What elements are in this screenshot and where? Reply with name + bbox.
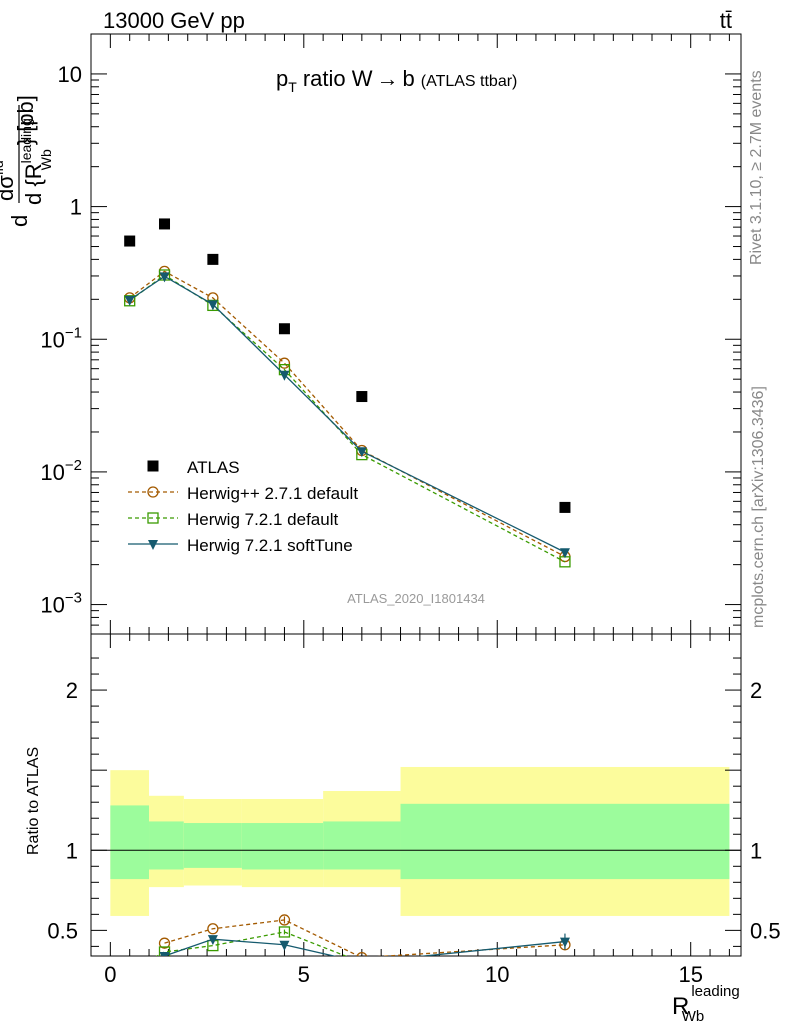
ratio-point-1 xyxy=(125,965,135,975)
ratio-plot-frame xyxy=(90,633,742,957)
legend-label-2: Herwig 7.2.1 default xyxy=(187,510,338,529)
ratio-point-2 xyxy=(207,935,218,946)
ratio-point-0 xyxy=(278,914,291,926)
y-tick-label-ratio-right: 2 xyxy=(750,678,762,703)
data-point-0 xyxy=(207,253,219,265)
data-point-0 xyxy=(278,323,290,335)
ratio-point-1 xyxy=(278,926,291,938)
svg-text:dσfid: dσfid xyxy=(0,160,18,201)
x-tick-label: 15 xyxy=(678,962,702,987)
ratio-plot-data xyxy=(125,914,571,975)
ratio-point-2 xyxy=(279,940,290,951)
y-tick-label-ratio-right: 1 xyxy=(750,838,762,863)
ratio-line-2 xyxy=(164,938,566,956)
main-plot-data xyxy=(124,218,571,568)
band-inner-3 xyxy=(241,823,324,870)
ylabel-close: } [pb] xyxy=(13,95,38,145)
final-state-label: tt̄ xyxy=(720,8,732,33)
axis-ticks xyxy=(90,33,741,956)
data-point-3 xyxy=(356,447,367,458)
process-label: 13000 GeV pp xyxy=(103,8,245,33)
series-line-2 xyxy=(129,274,566,563)
legend-label-1: Herwig++ 2.7.1 default xyxy=(187,484,358,503)
band-inner-2 xyxy=(183,823,242,868)
ratio-point-1 xyxy=(357,957,367,967)
ratio-y-axis-label: Ratio to ATLAS xyxy=(25,747,42,855)
title-arrow: → xyxy=(377,66,399,91)
mcplots-label: mcplots.cern.ch [arXiv:1306.3436] xyxy=(750,386,767,628)
y-tick-label-main: 10 xyxy=(58,62,82,87)
main-y-axis-label: d {Rleading Wb} [pb] d dσfid xyxy=(0,95,54,227)
series-line-3 xyxy=(129,275,566,553)
data-point-0 xyxy=(159,218,171,230)
x-tick-label: 10 xyxy=(485,962,509,987)
data-point-3 xyxy=(279,370,290,381)
tick-labels: 0 5 10 15 10−3 10−2 10−1 1 10 0.5 0.5 1 1 2 2 xyxy=(40,62,780,987)
x-tick-label: 5 xyxy=(298,962,310,987)
plot-title: pT ratio W → b (ATLAS ttbar) xyxy=(276,66,517,95)
legend-marker-2 xyxy=(147,512,159,524)
x-tick-label: 0 xyxy=(104,962,116,987)
y-tick-label-ratio: 2 xyxy=(66,678,78,703)
ylabel-dsigma: dσ xyxy=(0,175,18,201)
xlabel-wb: Wb xyxy=(682,1008,705,1024)
ratio-point-0 xyxy=(356,951,368,956)
y-tick-label-ratio-right: 0.5 xyxy=(750,918,781,943)
data-point-3 xyxy=(159,272,170,283)
xlabel-leading: leading xyxy=(691,983,739,1000)
legend-label-0: ATLAS xyxy=(187,458,240,477)
title-p: p xyxy=(276,66,288,91)
ratio-line-0 xyxy=(164,919,565,956)
ylabel-d1: d xyxy=(7,215,32,227)
ratio-point-2 xyxy=(559,937,570,948)
data-point-0 xyxy=(559,501,571,513)
ylabel-d2: d {R xyxy=(21,163,46,205)
data-point-3 xyxy=(124,295,135,306)
legend-marker-0 xyxy=(147,460,159,472)
x-axis-label: Rleading Wb xyxy=(672,983,740,1024)
legend-label-3: Herwig 7.2.1 softTune xyxy=(187,536,353,555)
y-tick-label-main: 10−2 xyxy=(40,457,82,485)
ylabel-wb: Wb xyxy=(38,149,54,170)
legend-marker-3 xyxy=(148,540,158,550)
ratio-uncertainty-bands xyxy=(110,766,730,916)
y-tick-label-main: 10−1 xyxy=(40,324,82,352)
y-tick-label-main: 10−3 xyxy=(40,590,82,618)
title-ratio: ratio W xyxy=(303,66,373,91)
band-inner-4 xyxy=(323,821,401,870)
data-point-3 xyxy=(207,300,218,311)
ratio-point-2 xyxy=(357,958,367,968)
y-tick-label-ratio: 1 xyxy=(66,838,78,863)
analysis-id: ATLAS_2020_I1801434 xyxy=(347,591,485,606)
data-point-1 xyxy=(278,357,291,369)
ratio-point-0 xyxy=(207,923,219,935)
title-sub-t: T xyxy=(288,79,297,95)
band-inner-0 xyxy=(110,805,150,880)
ratio-point-0 xyxy=(158,937,171,949)
legend-marker-1 xyxy=(147,486,159,498)
data-point-0 xyxy=(356,391,368,403)
title-b: b xyxy=(403,66,415,91)
y-tick-label-ratio: 0.5 xyxy=(47,918,78,943)
data-point-3 xyxy=(559,548,570,559)
band-inner-5 xyxy=(400,803,730,880)
ratio-point-2 xyxy=(159,952,170,956)
ratio-point-1 xyxy=(158,946,171,956)
legend: ATLAS Herwig++ 2.7.1 default Herwig 7.2.1 … xyxy=(128,458,358,555)
band-inner-1 xyxy=(149,821,184,870)
ylabel-leading: leading xyxy=(18,118,34,163)
xlabel-r: R xyxy=(672,993,689,1020)
rivet-version-label: Rivet 3.1.10, ≥ 2.7M events xyxy=(748,70,765,265)
data-point-0 xyxy=(124,235,136,247)
ylabel-fid: fid xyxy=(0,160,6,175)
y-tick-label-main: 1 xyxy=(70,195,82,220)
title-paren: (ATLAS ttbar) xyxy=(421,73,518,90)
